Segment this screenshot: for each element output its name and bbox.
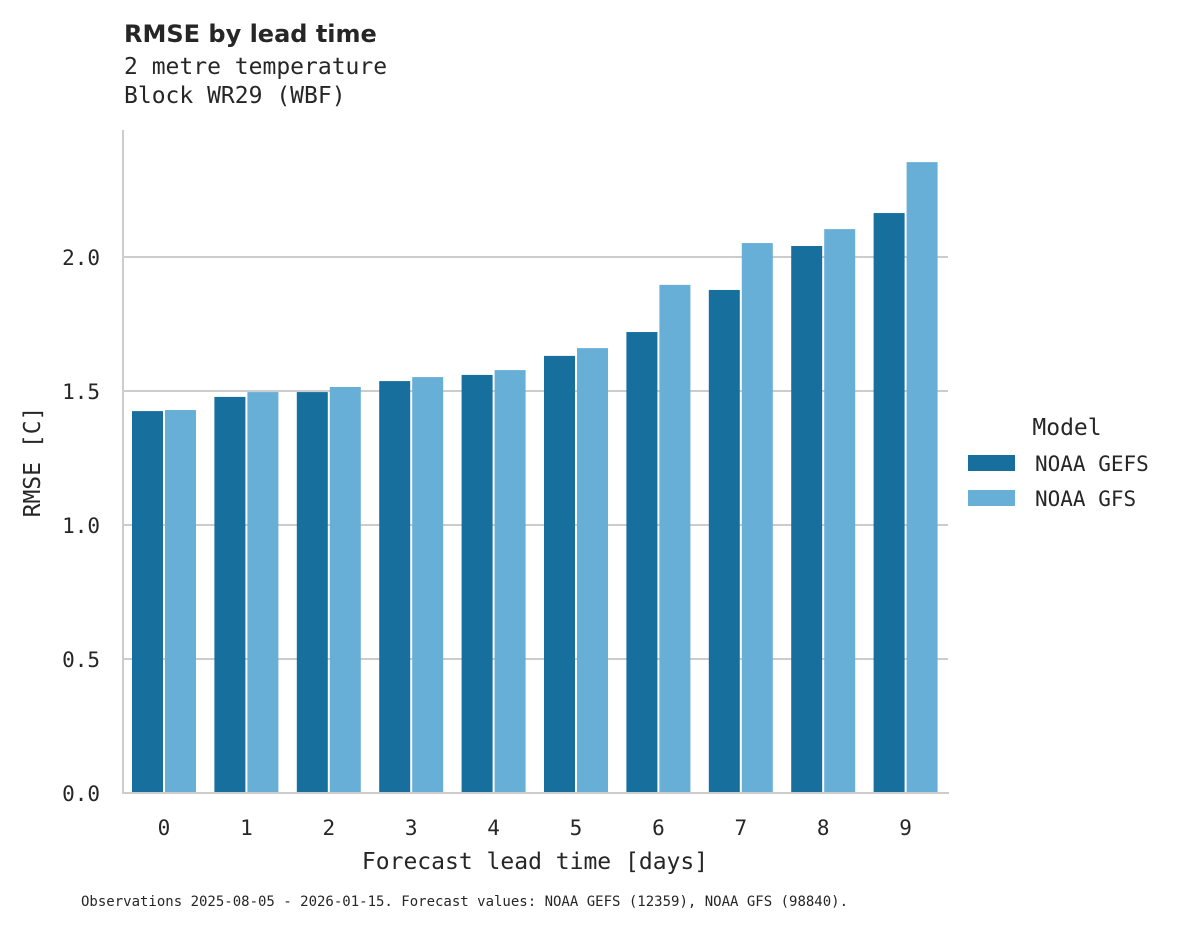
bar-noaa-gfs-6 (659, 284, 691, 793)
bar-noaa-gefs-7 (708, 289, 740, 793)
bar-noaa-gfs-2 (329, 386, 361, 793)
bars (132, 162, 938, 794)
x-tick-label: 2 (322, 816, 335, 840)
y-tick-label: 2.0 (62, 246, 100, 270)
y-tick-label: 1.5 (62, 380, 100, 404)
bar-noaa-gefs-9 (873, 213, 905, 794)
x-tick-label: 5 (570, 816, 583, 840)
bar-noaa-gfs-4 (494, 370, 526, 793)
bar-noaa-gefs-4 (461, 374, 493, 793)
x-tick-label: 0 (158, 816, 171, 840)
legend-label-gefs: NOAA GEFS (1035, 452, 1149, 476)
bar-noaa-gefs-1 (214, 396, 246, 793)
x-tick-label: 9 (899, 816, 912, 840)
legend-title: Model (1032, 415, 1101, 441)
legend: Model NOAA GEFS NOAA GFS (968, 415, 1149, 511)
y-tick-label: 0.5 (62, 648, 100, 672)
bar-noaa-gfs-9 (906, 162, 938, 794)
bar-noaa-gefs-0 (132, 411, 163, 793)
x-tick-label: 7 (734, 816, 747, 840)
bar-noaa-gefs-8 (791, 246, 823, 794)
x-tick-label: 8 (817, 816, 830, 840)
x-tick-label: 4 (487, 816, 500, 840)
bar-noaa-gfs-5 (577, 348, 608, 793)
chart-subtitle-1: 2 metre temperature (124, 54, 387, 80)
bar-noaa-gfs-3 (412, 377, 444, 793)
bar-noaa-gefs-5 (544, 355, 575, 793)
legend-swatch-gfs (968, 490, 1015, 506)
y-tick-label: 1.0 (62, 514, 100, 538)
x-tick-label: 3 (405, 816, 418, 840)
bar-noaa-gfs-8 (824, 229, 856, 794)
footnote: Observations 2025-08-05 - 2026-01-15. Fo… (81, 894, 848, 910)
x-ticks: 0 1 2 3 4 5 6 7 8 9 (158, 816, 912, 840)
legend-label-gfs: NOAA GFS (1035, 487, 1136, 511)
bar-noaa-gfs-1 (247, 392, 279, 793)
y-tick-label: 0.0 (62, 782, 100, 806)
bar-noaa-gefs-2 (296, 392, 328, 793)
bar-noaa-gefs-6 (626, 332, 658, 793)
x-axis-label: Forecast lead time [days] (362, 849, 708, 875)
x-tick-label: 6 (652, 816, 665, 840)
bar-noaa-gfs-0 (165, 410, 196, 793)
bar-noaa-gefs-3 (379, 381, 411, 793)
y-axis-label: RMSE [C] (20, 407, 46, 518)
x-tick-label: 1 (240, 816, 253, 840)
bar-noaa-gfs-7 (741, 243, 773, 794)
chart-title: RMSE by lead time (124, 20, 377, 48)
legend-swatch-gefs (968, 455, 1015, 471)
chart-subtitle-2: Block WR29 (WBF) (124, 83, 346, 109)
y-ticks: 0.0 0.5 1.0 1.5 2.0 (62, 246, 100, 806)
